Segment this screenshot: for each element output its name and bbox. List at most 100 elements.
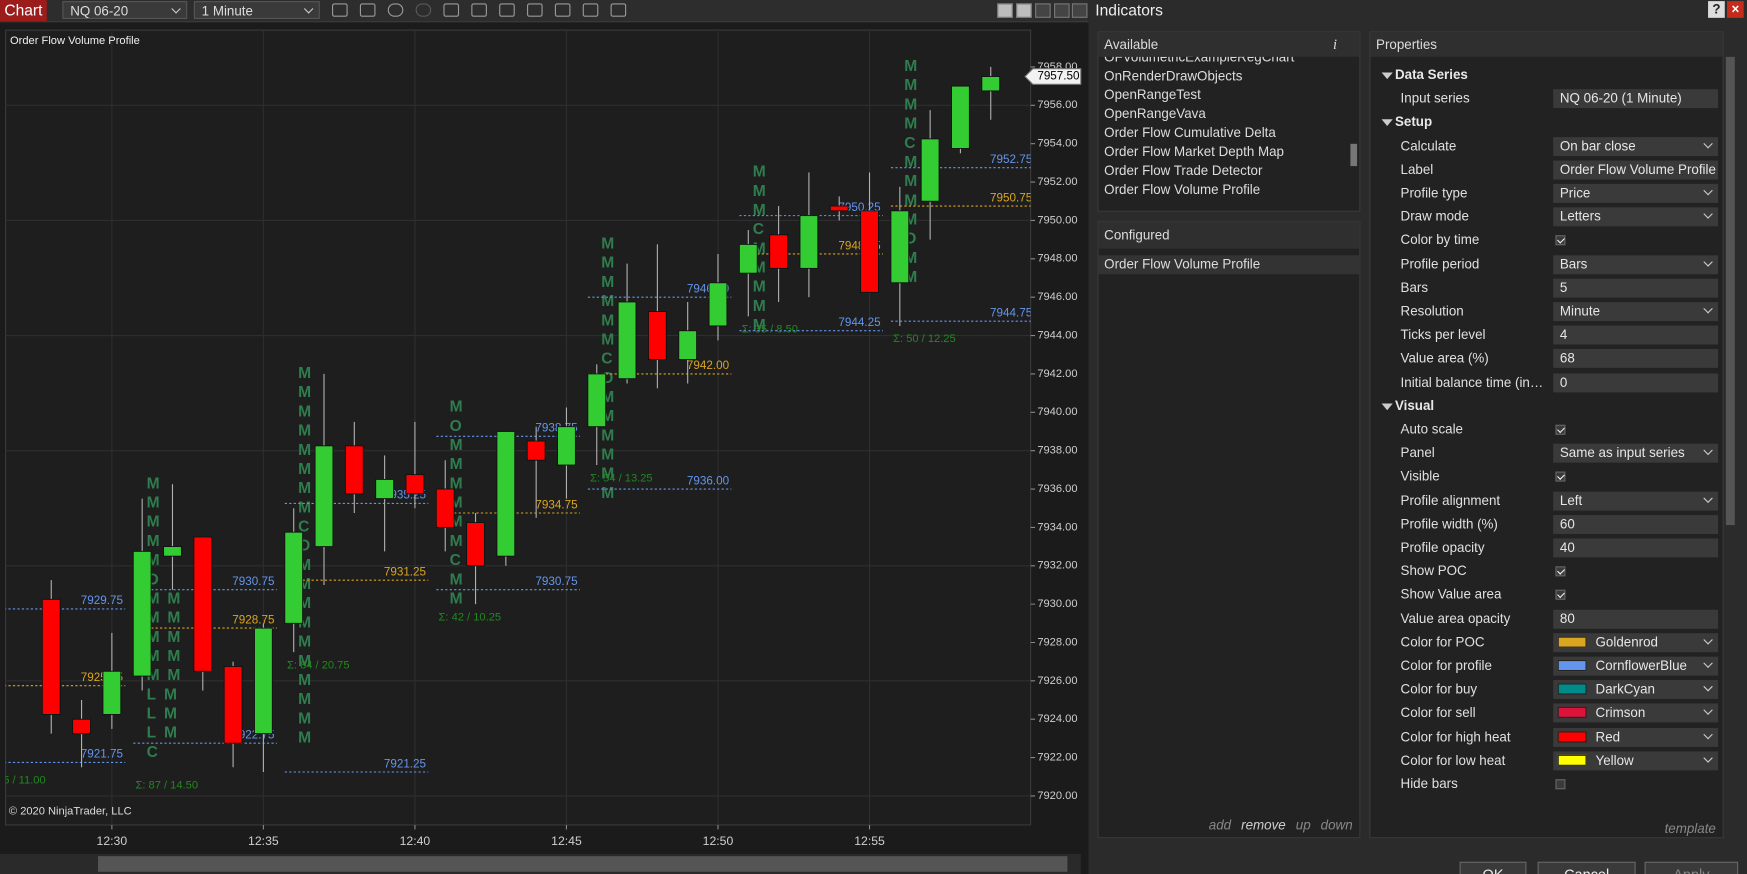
data-box-button[interactable] — [471, 3, 487, 17]
text-field[interactable]: 0 — [1553, 373, 1719, 392]
property-name: Profile period — [1400, 255, 1480, 272]
property-value: Order Flow Volume Profile — [1559, 161, 1716, 178]
section-header[interactable]: Setup — [1370, 111, 1724, 134]
text-field[interactable]: 40 — [1553, 538, 1719, 558]
property-row: Initial balance time (in… 0 — [1370, 371, 1724, 394]
dropdown[interactable]: Bars — [1553, 254, 1719, 274]
available-item[interactable]: Order Flow Cumulative Delta — [1104, 124, 1276, 141]
val-label: 7921.25 — [384, 757, 427, 770]
templates-button[interactable] — [499, 3, 515, 17]
dialog-button[interactable]: OK — [1459, 861, 1527, 874]
strategies-button[interactable] — [554, 3, 571, 17]
chevron — [1703, 185, 1713, 196]
property-value: DarkCyan — [1595, 681, 1655, 697]
candle-body — [951, 85, 970, 149]
window-button[interactable] — [997, 3, 1013, 18]
dropdown[interactable]: DarkCyan — [1553, 680, 1719, 700]
dialog-title: Indicators — [1095, 1, 1163, 19]
y-tick-label: 7930.00 — [1037, 598, 1077, 610]
available-item[interactable]: Order Flow Volume Profile — [1104, 181, 1261, 198]
property-name: Profile opacity — [1400, 539, 1485, 556]
list-scroll-thumb[interactable] — [1350, 143, 1358, 167]
property-name: Show Value area — [1400, 586, 1502, 603]
help-button[interactable]: ? — [1708, 1, 1725, 18]
dropdown[interactable]: Yellow — [1553, 751, 1719, 771]
interval: 1 Minute — [201, 3, 253, 19]
zoom-in-button[interactable] — [387, 3, 404, 17]
property-value: On bar close — [1559, 137, 1636, 154]
properties-scroll-thumb[interactable] — [1725, 56, 1735, 526]
dialog-button[interactable]: Cancel — [1537, 861, 1636, 874]
info-icon[interactable]: i — [1333, 35, 1338, 53]
indicators-button[interactable] — [527, 3, 543, 17]
available-item[interactable]: OpenRangeTest — [1104, 86, 1201, 103]
interval-selector[interactable]: 1 Minute — [193, 1, 320, 19]
available-item[interactable]: Order Flow Trade Detector — [1104, 162, 1263, 179]
section-header[interactable]: Data Series — [1370, 64, 1724, 87]
available-item[interactable]: OnRenderDrawObjects — [1104, 68, 1243, 84]
draw-button[interactable] — [359, 3, 376, 17]
available-item[interactable]: OpenRangeVava — [1104, 105, 1206, 122]
text-field[interactable]: NQ 06-20 (1 Minute) — [1553, 89, 1719, 109]
checkbox[interactable] — [1555, 235, 1566, 246]
y-tick-label: 7948.00 — [1037, 253, 1077, 265]
text-field[interactable]: 80 — [1553, 609, 1719, 629]
available-list: OFVolumetricExampleRegChart OnRenderDrawO… — [1099, 57, 1346, 211]
profile-letters: M — [298, 365, 319, 382]
list-button[interactable] — [610, 3, 627, 17]
action-link[interactable]: add — [1208, 817, 1232, 833]
window-button[interactable] — [1016, 3, 1032, 18]
available-item[interactable]: Order Flow Market Depth Map — [1104, 143, 1284, 160]
text-field[interactable]: 4 — [1553, 325, 1719, 345]
dropdown[interactable]: Left — [1553, 491, 1719, 511]
property-value: Letters — [1559, 208, 1601, 225]
dropdown[interactable]: Crimson — [1553, 703, 1719, 723]
profile-letters: MM — [147, 648, 189, 665]
template-link[interactable]: template — [1664, 820, 1716, 837]
dropdown[interactable]: Same as input series — [1553, 443, 1719, 463]
profile-letters: M — [753, 317, 774, 334]
scroll-thumb[interactable] — [98, 856, 1068, 872]
property-value: 40 — [1559, 539, 1575, 556]
dropdown[interactable]: Letters — [1553, 207, 1719, 227]
checkbox[interactable] — [1555, 590, 1566, 601]
y-tick-label: 7928.00 — [1037, 636, 1077, 648]
text-field[interactable]: Order Flow Volume Profile — [1553, 160, 1719, 180]
minimize-button[interactable] — [1035, 3, 1051, 18]
val-label: 7921.75 — [81, 748, 124, 761]
checkbox[interactable] — [1555, 471, 1566, 483]
section-header[interactable]: Visual — [1370, 394, 1724, 417]
poc-label: 7942.00 — [687, 359, 730, 372]
dialog-button[interactable]: Apply — [1644, 861, 1739, 874]
pointer-button[interactable] — [443, 3, 460, 17]
action-link[interactable]: up — [1295, 817, 1311, 833]
dropdown[interactable]: Minute — [1553, 302, 1719, 322]
action-link[interactable]: remove — [1241, 817, 1286, 833]
maximize-button[interactable] — [1054, 3, 1070, 18]
configured-item[interactable]: Order Flow Volume Profile — [1098, 255, 1360, 275]
dropdown[interactable]: On bar close — [1553, 136, 1719, 156]
dropdown[interactable]: CornflowerBlue — [1553, 656, 1719, 676]
checkbox[interactable] — [1555, 566, 1566, 577]
dropdown[interactable]: Price — [1553, 183, 1719, 203]
checkbox[interactable] — [1555, 424, 1566, 435]
close-button[interactable] — [1071, 3, 1088, 18]
profile-letters: M — [904, 116, 925, 133]
bar-type-button[interactable] — [332, 3, 348, 17]
text-field[interactable]: 5 — [1553, 278, 1719, 298]
instrument-selector[interactable]: NQ 06-20 — [62, 1, 188, 19]
available-item[interactable]: OFVolumetricExampleRegChart — [1104, 56, 1295, 65]
y-tick-label: 7950.00 — [1037, 214, 1077, 226]
checkbox[interactable] — [1555, 779, 1566, 790]
properties-button[interactable] — [582, 3, 599, 17]
text-field[interactable]: 60 — [1553, 514, 1719, 534]
chart-tab[interactable]: Chart — [0, 0, 47, 22]
action-link[interactable]: down — [1320, 817, 1353, 833]
dropdown[interactable]: Red — [1553, 727, 1719, 747]
text-field[interactable]: 68 — [1553, 349, 1719, 369]
close-button[interactable]: × — [1727, 1, 1744, 18]
zoom-out-button[interactable] — [415, 3, 432, 17]
profile-letters: M — [450, 590, 471, 607]
dropdown[interactable]: Goldenrod — [1553, 632, 1719, 652]
